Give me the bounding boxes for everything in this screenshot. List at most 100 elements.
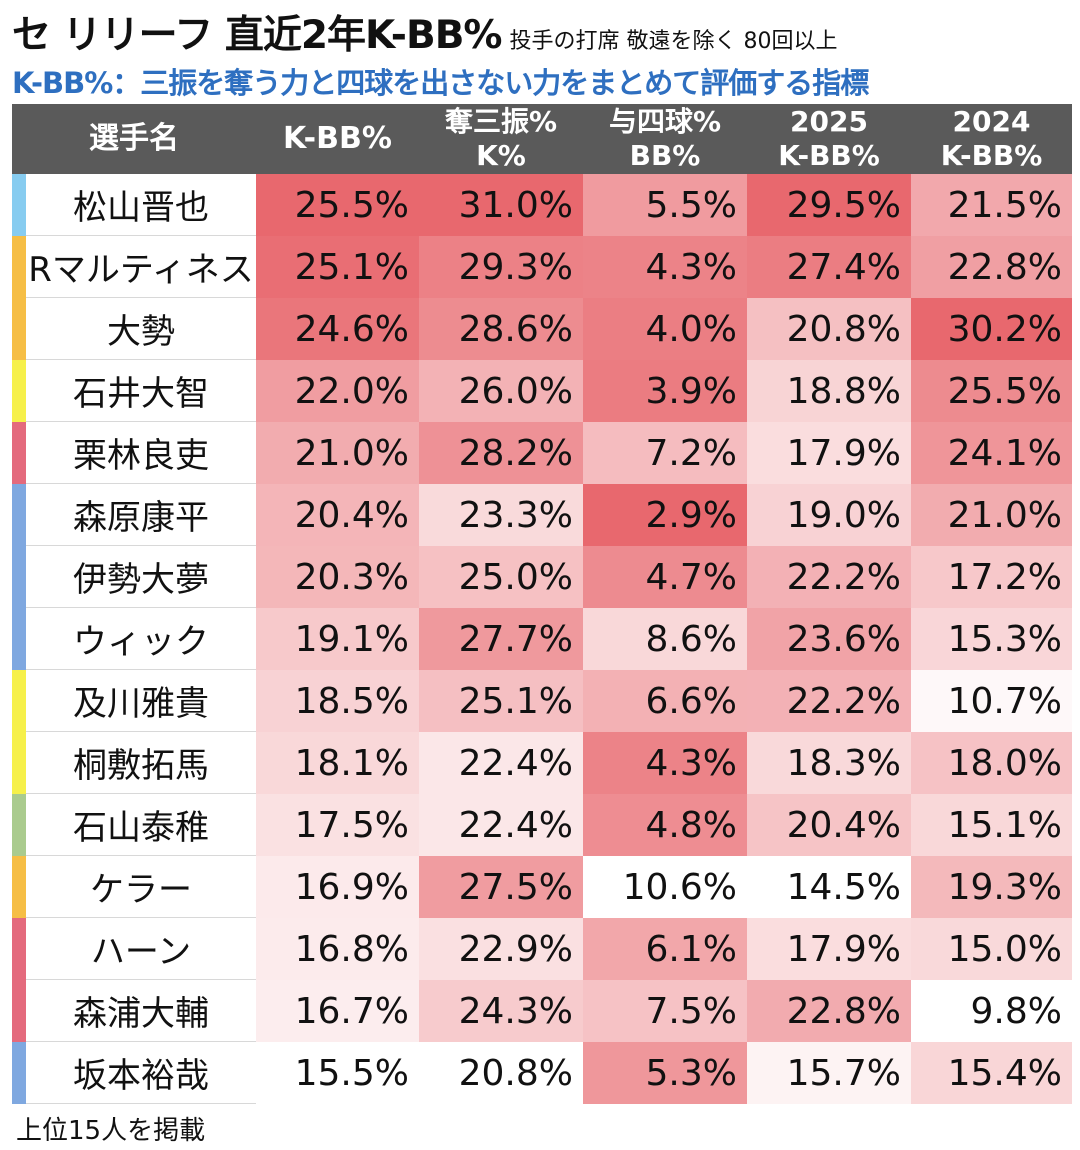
table-row: 森原康平 20.4% 23.3% 2.9% 19.0% 21.0% xyxy=(12,484,1072,546)
value-cell-k: 20.8% xyxy=(419,1042,583,1104)
team-color-bar xyxy=(12,236,26,298)
value-cell-kbb2024: 19.3% xyxy=(911,856,1072,918)
value-cell-kbb2024: 18.0% xyxy=(911,732,1072,794)
column-header-line: K-BB% xyxy=(940,139,1043,172)
table-row: Rマルティネス 25.1% 29.3% 4.3% 27.4% 22.8% xyxy=(12,236,1072,298)
value-cell-kbb2024: 15.3% xyxy=(911,608,1072,670)
value-cell-kbb2025: 15.7% xyxy=(747,1042,911,1104)
table-row: 伊勢大夢 20.3% 25.0% 4.7% 22.2% 17.2% xyxy=(12,546,1072,608)
value-cell-k: 29.3% xyxy=(419,236,583,298)
value-cell-kbb: 19.1% xyxy=(256,608,419,670)
table-row: ハーン 16.8% 22.9% 6.1% 17.9% 15.0% xyxy=(12,918,1072,980)
value-cell-kbb2025: 20.4% xyxy=(747,794,911,856)
value-cell-bb: 2.9% xyxy=(583,484,747,546)
column-header-line: 選手名 xyxy=(89,121,179,156)
chart-subtitle: K-BB%：三振を奪う力と四球を出さない力をまとめて評価する指標 xyxy=(12,66,869,100)
value-cell-k: 28.6% xyxy=(419,298,583,360)
column-header-line: 与四球% xyxy=(608,105,722,138)
value-cell-kbb: 21.0% xyxy=(256,422,419,484)
value-cell-bb: 8.6% xyxy=(583,608,747,670)
player-name: 栗林良吏 xyxy=(26,422,256,484)
value-cell-kbb2025: 18.3% xyxy=(747,732,911,794)
player-name: 桐敷拓馬 xyxy=(26,732,256,794)
value-cell-kbb2025: 18.8% xyxy=(747,360,911,422)
value-cell-bb: 4.8% xyxy=(583,794,747,856)
player-name: 坂本裕哉 xyxy=(26,1042,256,1104)
value-cell-kbb: 17.5% xyxy=(256,794,419,856)
column-header-line: K-BB% xyxy=(283,121,392,156)
column-header-kbb2024: 2024 K-BB% xyxy=(911,104,1072,174)
value-cell-kbb2025: 14.5% xyxy=(747,856,911,918)
team-color-bar xyxy=(12,608,26,670)
value-cell-kbb2024: 17.2% xyxy=(911,546,1072,608)
team-color-bar xyxy=(12,1042,26,1104)
value-cell-bb: 7.5% xyxy=(583,980,747,1042)
chart-title-note: 投手の打席 敬遠を除く 80回以上 xyxy=(509,29,838,54)
column-header-bb: 与四球% BB% xyxy=(583,104,747,174)
table-row: 大勢 24.6% 28.6% 4.0% 20.8% 30.2% xyxy=(12,298,1072,360)
value-cell-kbb2024: 21.0% xyxy=(911,484,1072,546)
value-cell-bb: 5.3% xyxy=(583,1042,747,1104)
value-cell-k: 22.4% xyxy=(419,794,583,856)
value-cell-kbb: 15.5% xyxy=(256,1042,419,1104)
team-color-bar xyxy=(12,174,26,236)
value-cell-k: 25.0% xyxy=(419,546,583,608)
player-name: 森浦大輔 xyxy=(26,980,256,1042)
table-header: 選手名 K-BB% 奪三振% K% 与四球% BB% 2025 K-BB% 2024 K-BB% xyxy=(12,104,1072,174)
table-row: 坂本裕哉 15.5% 20.8% 5.3% 15.7% 15.4% xyxy=(12,1042,1072,1104)
column-header-line: 2024 xyxy=(952,105,1031,138)
player-name: 及川雅貴 xyxy=(26,670,256,732)
value-cell-kbb2024: 30.2% xyxy=(911,298,1072,360)
value-cell-bb: 4.3% xyxy=(583,732,747,794)
value-cell-k: 31.0% xyxy=(419,174,583,236)
value-cell-k: 27.7% xyxy=(419,608,583,670)
table-row: 桐敷拓馬 18.1% 22.4% 4.3% 18.3% 18.0% xyxy=(12,732,1072,794)
value-cell-kbb: 20.4% xyxy=(256,484,419,546)
player-name: ケラー xyxy=(26,856,256,918)
value-cell-bb: 4.0% xyxy=(583,298,747,360)
value-cell-k: 23.3% xyxy=(419,484,583,546)
value-cell-kbb: 18.5% xyxy=(256,670,419,732)
value-cell-k: 25.1% xyxy=(419,670,583,732)
value-cell-kbb2024: 10.7% xyxy=(911,670,1072,732)
table-row: 松山晋也 25.5% 31.0% 5.5% 29.5% 21.5% xyxy=(12,174,1072,236)
value-cell-kbb2025: 23.6% xyxy=(747,608,911,670)
column-header-line: 奪三振% xyxy=(444,105,558,138)
value-cell-kbb2024: 15.0% xyxy=(911,918,1072,980)
value-cell-k: 22.4% xyxy=(419,732,583,794)
value-cell-kbb2025: 22.8% xyxy=(747,980,911,1042)
column-header-line: BB% xyxy=(629,139,701,172)
team-color-bar xyxy=(12,670,26,732)
team-color-bar xyxy=(12,546,26,608)
value-cell-kbb: 16.7% xyxy=(256,980,419,1042)
value-cell-kbb: 25.5% xyxy=(256,174,419,236)
player-name: Rマルティネス xyxy=(26,236,256,298)
column-header-kbb2025: 2025 K-BB% xyxy=(747,104,911,174)
player-name: 石山泰稚 xyxy=(26,794,256,856)
team-color-bar xyxy=(12,732,26,794)
value-cell-bb: 5.5% xyxy=(583,174,747,236)
table-row: 及川雅貴 18.5% 25.1% 6.6% 22.2% 10.7% xyxy=(12,670,1072,732)
table-row: ケラー 16.9% 27.5% 10.6% 14.5% 19.3% xyxy=(12,856,1072,918)
table-row: ウィック 19.1% 27.7% 8.6% 23.6% 15.3% xyxy=(12,608,1072,670)
table-row: 森浦大輔 16.7% 24.3% 7.5% 22.8% 9.8% xyxy=(12,980,1072,1042)
value-cell-kbb2025: 19.0% xyxy=(747,484,911,546)
column-header-line: 2025 xyxy=(790,105,868,138)
team-color-bar xyxy=(12,360,26,422)
value-cell-kbb2024: 15.4% xyxy=(911,1042,1072,1104)
value-cell-bb: 4.7% xyxy=(583,546,747,608)
value-cell-kbb2025: 22.2% xyxy=(747,670,911,732)
value-cell-kbb2024: 21.5% xyxy=(911,174,1072,236)
chart-title: セ リリーフ 直近2年K-BB% xyxy=(12,13,502,58)
value-cell-bb: 6.1% xyxy=(583,918,747,980)
value-cell-kbb: 22.0% xyxy=(256,360,419,422)
player-name: 石井大智 xyxy=(26,360,256,422)
value-cell-bb: 6.6% xyxy=(583,670,747,732)
team-color-bar xyxy=(12,298,26,360)
value-cell-kbb2024: 25.5% xyxy=(911,360,1072,422)
value-cell-kbb2024: 24.1% xyxy=(911,422,1072,484)
value-cell-bb: 10.6% xyxy=(583,856,747,918)
value-cell-kbb: 16.9% xyxy=(256,856,419,918)
value-cell-kbb2025: 27.4% xyxy=(747,236,911,298)
value-cell-kbb: 25.1% xyxy=(256,236,419,298)
